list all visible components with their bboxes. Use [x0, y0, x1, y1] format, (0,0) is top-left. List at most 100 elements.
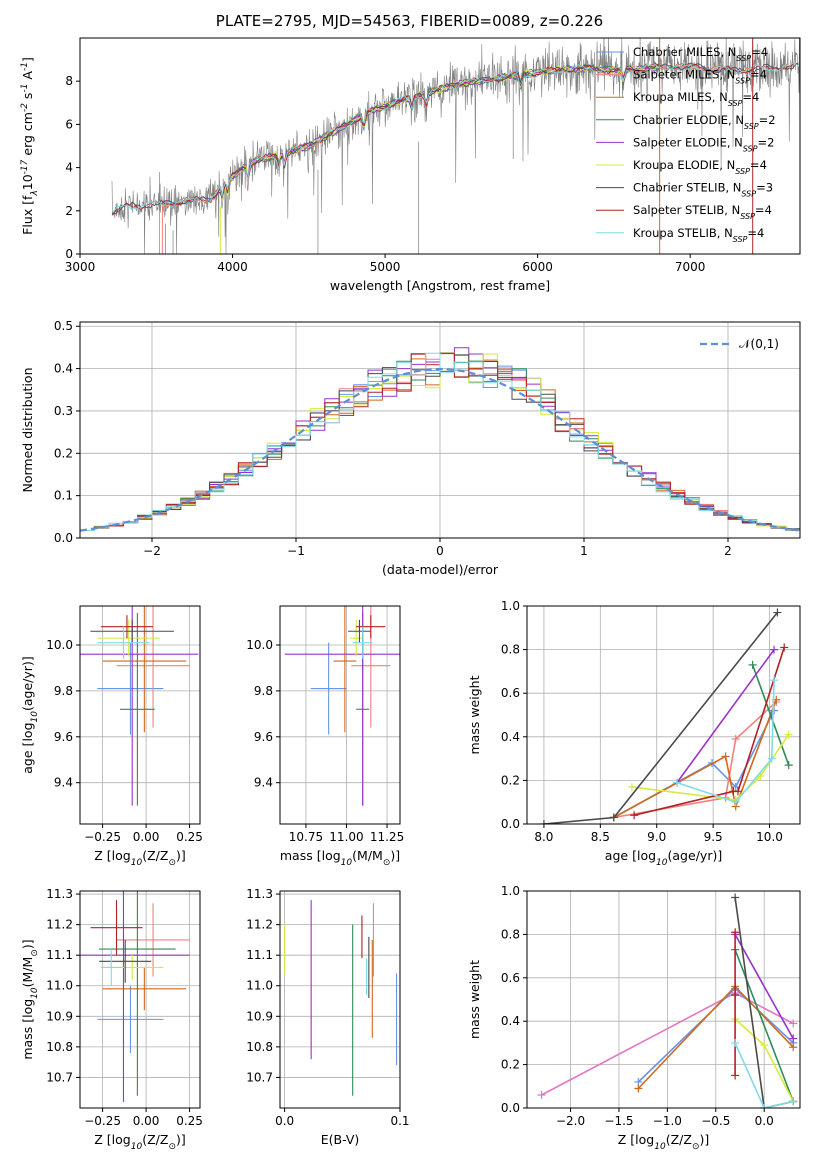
- x-axis-label: wavelength [Angstrom, rest frame]: [330, 278, 550, 293]
- x-tick-label: 0.0: [755, 1114, 774, 1128]
- x-tick-label: 3000: [65, 260, 96, 274]
- residuals-plot-area: [80, 347, 800, 532]
- y-tick-label: 10.9: [246, 1009, 273, 1023]
- weight-series-line: [613, 701, 777, 819]
- x-axis-label: Z [log10(Z/Z⊙)]: [94, 848, 186, 868]
- weight-marker: [731, 893, 740, 902]
- y-tick-label: 0.8: [501, 643, 520, 657]
- x-tick-label: 1: [580, 544, 588, 558]
- errorbar-point: [97, 642, 164, 735]
- legend-label: Salpeter STELIB, NSSP=4: [633, 203, 772, 221]
- weight-marker: [784, 761, 793, 770]
- errorbar-point: [356, 615, 386, 639]
- y-tick-label: 9.6: [254, 730, 273, 744]
- spectrum-plot-area: [111, 38, 800, 254]
- y-tick-label: 0.5: [54, 319, 73, 333]
- y-tick-label: 0.6: [501, 686, 520, 700]
- spectrum-model-line: [111, 62, 799, 212]
- weight-vs-Z-axes: −2.0 −1.5 −1.0 −0.5 0.0 0.0 0.2 0.4 0.6 0.8 1.0 Z […: [467, 884, 801, 1152]
- age-vs-Z-plot-area: [80, 606, 199, 806]
- spectrum-model-line: [219, 64, 660, 199]
- errorbar-point: [120, 612, 155, 806]
- legend-label: Kroupa STELIB, NSSP=4: [633, 226, 764, 244]
- mass-vs-Z-frame: [79, 890, 201, 1109]
- y-tick-label: 0.6: [501, 971, 520, 985]
- errorbar-point: [116, 606, 190, 728]
- errorbar-point: [349, 619, 363, 657]
- x-tick-label: −0.25: [84, 1114, 121, 1128]
- mass-vs-Z-axes: −0.25 0.00 0.25 10.7 10.8 10.9 11.0 11.1 11.2 11.…: [20, 887, 203, 1152]
- x-tick-label: 0.0: [275, 1114, 294, 1128]
- errorbar-point: [100, 949, 122, 986]
- x-tick-label: −0.25: [84, 830, 121, 844]
- age-vs-mass-frame: [279, 605, 401, 825]
- errorbar-point: [97, 626, 150, 659]
- weight-series-line: [751, 664, 790, 766]
- weight-marker: [731, 798, 740, 807]
- weight-marker: [770, 676, 779, 685]
- spectrum-axes: 3000 4000 5000 6000 7000 0 2 4 6 8 wavelength [Ang…: [20, 37, 801, 293]
- errorbar-point: [90, 619, 174, 643]
- errorbar-point: [310, 642, 347, 735]
- weight-marker: [780, 643, 789, 652]
- weight-marker: [731, 928, 740, 937]
- mass-vs-EBV-axes: 0.0 0.1 10.7 10.8 10.9 11.0 11.1 11.2 11.3 E(B-V): [246, 887, 409, 1147]
- x-tick-label: 11.00: [329, 830, 363, 844]
- weight-marker: [721, 752, 730, 761]
- weight-marker: [784, 730, 793, 739]
- errorbar-point: [100, 615, 154, 639]
- residuals-axes: −2 −1 0 1 2 0.0 0.1 0.2 0.3 0.4 0.5 (data-model)/er…: [20, 319, 801, 577]
- y-tick-label: 11.1: [246, 948, 273, 962]
- y-axis-label: Flux [fλ10-17 erg cm-2 s-1 A-1]: [20, 57, 40, 235]
- x-axis-label: (data-model)/error: [382, 562, 499, 577]
- legend-label: 𝒩(0,1): [739, 337, 779, 351]
- x-tick-label: −0.5: [701, 1114, 730, 1128]
- x-tick-label: 2: [724, 544, 732, 558]
- x-axis-label: Z [log10(Z/Z⊙)]: [618, 1132, 710, 1152]
- weight-marker: [789, 1019, 798, 1028]
- weight-marker: [789, 1097, 798, 1106]
- weight-series-line: [734, 934, 794, 1039]
- y-tick-label: 9.4: [54, 776, 73, 790]
- age-vs-mass-axes: 10.75 11.00 11.25 9.4 9.6 9.8 10.0 mass [log10(…: [246, 605, 404, 868]
- y-tick-label: 9.4: [254, 776, 273, 790]
- legend-label: Chabrier MILES, NSSP=4: [633, 45, 768, 63]
- legend-label: Chabrier STELIB, NSSP=3: [633, 181, 773, 199]
- y-tick-label: 0.2: [501, 1058, 520, 1072]
- legend-label: Kroupa ELODIE, NSSP=4: [633, 158, 767, 176]
- x-tick-label: 10.0: [756, 830, 783, 844]
- figure-title: PLATE=2795, MJD=54563, FIBERID=0089, z=0…: [215, 12, 604, 30]
- y-tick-label: 11.0: [246, 979, 273, 993]
- x-axis-label: mass [log10(M/M⊙)]: [280, 848, 400, 868]
- errorbar-point: [102, 967, 187, 1011]
- spectrum-legend: Chabrier MILES, NSSP=4 Salpeter MILES, NS…: [596, 45, 776, 243]
- weight-series-line: [613, 699, 778, 819]
- x-tick-label: 9.0: [647, 830, 666, 844]
- x-tick-label: 0.00: [133, 830, 160, 844]
- age-vs-Z-frame: [79, 605, 201, 825]
- x-tick-label: 0.00: [133, 1114, 160, 1128]
- residuals-legend: 𝒩(0,1): [700, 337, 779, 351]
- age-vs-mass-plot-area: [284, 606, 400, 806]
- x-tick-label: −1.0: [653, 1114, 682, 1128]
- errorbar-point: [99, 939, 152, 983]
- errorbar-point: [102, 606, 187, 733]
- legend-label: Chabrier ELODIE, NSSP=2: [633, 113, 776, 131]
- y-tick-label: 6: [65, 117, 73, 131]
- y-tick-label: 0.2: [501, 773, 520, 787]
- y-tick-label: 0: [65, 247, 73, 261]
- weight-marker: [748, 660, 757, 669]
- weight-marker: [731, 991, 740, 1000]
- y-tick-label: 0.8: [501, 927, 520, 941]
- mass-vs-Z-plot-area: [80, 891, 190, 1102]
- weight-marker: [770, 645, 779, 654]
- legend-label: Kroupa MILES, NSSP=4: [633, 90, 759, 108]
- weight-marker: [634, 1084, 643, 1093]
- mass-vs-EBV-plot-area: [284, 900, 398, 1096]
- weight-vs-age-axes: 8.0 8.5 9.0 9.5 10.0 0.0 0.2 0.4 0.6 0.8 1.0 age [l…: [467, 599, 801, 868]
- legend-label: Salpeter ELODIE, NSSP=2: [633, 135, 774, 153]
- errorbar-point: [116, 903, 190, 977]
- x-axis-label: Z [log10(Z/Z⊙)]: [94, 1132, 186, 1152]
- y-axis-label: Normed distribution: [20, 367, 35, 492]
- y-tick-label: 9.8: [54, 684, 73, 698]
